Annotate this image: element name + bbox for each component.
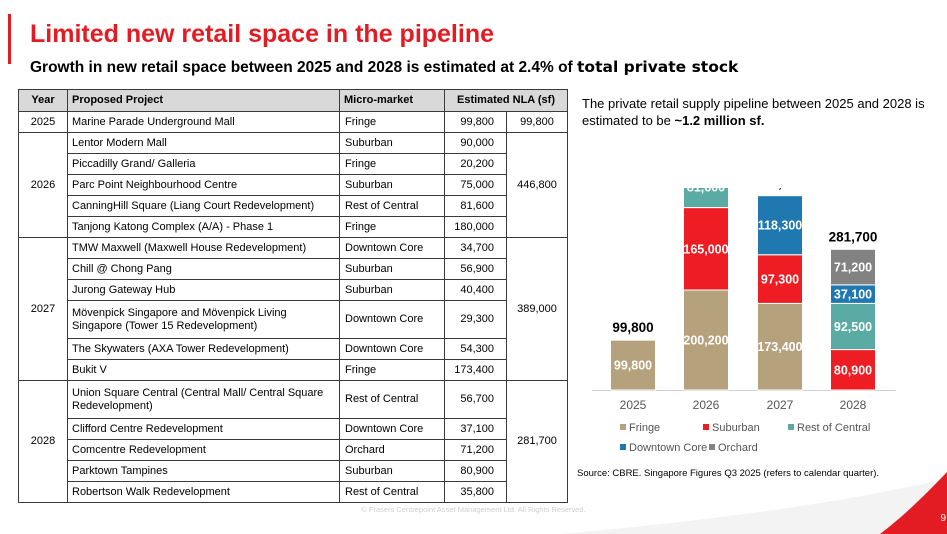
micro-market-cell: Downtown Core [339, 338, 445, 360]
pipeline-table: Year Proposed Project Micro-market Estim… [18, 89, 568, 503]
bar-value-label: 200,200 [683, 334, 728, 348]
year-total-cell: 281,700 [506, 380, 568, 503]
bar-segment [757, 302, 803, 391]
project-cell: Lentor Modern Mall [67, 132, 340, 154]
bar-value-label: 37,100 [834, 288, 872, 302]
nla-cell: 56,900 [444, 258, 507, 280]
year-cell: 2028 [18, 380, 68, 503]
project-cell: Robertson Walk Redevelopment [67, 481, 340, 503]
bar-total-label: 99,800 [612, 320, 653, 335]
bar-segment [830, 302, 876, 351]
bar-segment [683, 188, 729, 209]
nla-cell: 35,800 [444, 481, 507, 503]
legend-label: Fringe [629, 422, 660, 434]
page-number: 9 [940, 513, 946, 524]
project-cell: Chill @ Chong Pang [67, 258, 340, 280]
x-tick-label: 2028 [840, 398, 867, 412]
supply-chart: 99,80099,8002025200,200165,00081,600446,… [592, 188, 896, 454]
nla-cell: 80,900 [444, 460, 507, 482]
project-cell: Clifford Centre Redevelopment [67, 418, 340, 440]
legend-label: Rest of Central [797, 422, 870, 434]
legend-label: Downtown Core [629, 442, 707, 454]
project-cell: Comcentre Redevelopment [67, 439, 340, 461]
table-row: Piccadilly Grand/ Galleria Fringe 20,200 [19, 153, 568, 175]
project-cell: Tanjong Katong Complex (A/A) - Phase 1 [67, 216, 340, 238]
header-nla: Estimated NLA (sf) [444, 89, 568, 112]
bar-value-label: 71,200 [834, 261, 872, 275]
x-tick-label: 2026 [693, 398, 720, 412]
table-group-2026: 2026 Lentor Modern Mall Suburban 90,000 446,… [18, 132, 568, 238]
source-note: Source: CBRE. Singapore Figures Q3 2025 … [577, 468, 880, 479]
bar-total-label: 389,000 [756, 188, 805, 191]
nla-cell: 180,000 [444, 216, 507, 238]
bar-segment [683, 207, 729, 291]
micro-market-cell: Rest of Central [339, 195, 445, 217]
legend-swatch [788, 424, 794, 430]
bar-value-label: 165,000 [683, 242, 728, 256]
table-header-row: Year Proposed Project Micro-market Estim… [18, 89, 568, 112]
bar-value-label: 99,800 [614, 359, 652, 373]
table-row: Mövenpick Singapore and Mövenpick Living… [19, 300, 568, 339]
micro-market-cell: Rest of Central [339, 481, 445, 503]
year-cell: 2026 [18, 132, 68, 238]
x-tick-label: 2027 [767, 398, 794, 412]
year-total-cell: 99,800 [506, 111, 568, 133]
table-row: Robertson Walk Redevelopment Rest of Cent… [19, 481, 568, 503]
bar-value-label: 81,600 [687, 188, 725, 195]
bar-segment [830, 248, 876, 286]
legend-label: Orchard [718, 442, 758, 454]
project-cell: Marine Parade Underground Mall [67, 111, 340, 133]
pipeline-description: The private retail supply pipeline betwe… [582, 95, 942, 129]
nla-cell: 54,300 [444, 338, 507, 360]
legend-swatch [703, 424, 709, 430]
x-tick-label: 2025 [620, 398, 647, 412]
project-cell: Mövenpick Singapore and Mövenpick Living… [67, 300, 340, 339]
micro-market-cell: Downtown Core [339, 418, 445, 440]
micro-market-cell: Fringe [339, 216, 445, 238]
slide-subtitle: Growth in new retail space between 2025 … [30, 58, 738, 77]
bar-segment [757, 195, 803, 256]
table-group-2027: 2027 TMW Maxwell (Maxwell House Redevelop… [18, 237, 568, 381]
description-text: The private retail supply pipeline betwe… [582, 96, 925, 128]
slide-title: Limited new retail space in the pipeline [30, 20, 495, 48]
table-row: The Skywaters (AXA Tower Redevelopment) D… [19, 338, 568, 360]
project-cell: TMW Maxwell (Maxwell House Redevelopment… [67, 237, 340, 259]
project-cell: CanningHill Square (Liang Court Redevelo… [67, 195, 340, 217]
bar-value-label: 97,300 [761, 273, 799, 287]
legend-swatch [620, 444, 626, 450]
legend-label: Suburban [712, 422, 760, 434]
micro-market-cell: Suburban [339, 279, 445, 301]
nla-cell: 75,000 [444, 174, 507, 196]
nla-cell: 56,700 [444, 380, 507, 419]
table-group-2028: 2028 Union Square Central (Central Mall/ … [18, 380, 568, 503]
description-emphasis: ~1.2 million sf. [674, 113, 765, 128]
header-year: Year [18, 89, 68, 112]
project-cell: The Skywaters (AXA Tower Redevelopment) [67, 338, 340, 360]
nla-cell: 20,200 [444, 153, 507, 175]
title-accent-bar [8, 14, 11, 64]
bar-value-label: 118,300 [758, 219, 803, 233]
table-row: 2026 Lentor Modern Mall Suburban 90,000 446,… [18, 132, 568, 238]
subtitle-emphasis: total private stock [577, 58, 739, 76]
nla-cell: 29,300 [444, 300, 507, 339]
copyright-footer: © Frasers Centrepoint Asset Management L… [361, 505, 586, 514]
header-project: Proposed Project [67, 89, 340, 112]
year-total-cell: 446,800 [506, 132, 568, 238]
micro-market-cell: Suburban [339, 174, 445, 196]
year-total-cell: 389,000 [506, 237, 568, 381]
bar-segment [757, 254, 803, 304]
legend-swatch [620, 424, 626, 430]
table-row: Chill @ Chong Pang Suburban 56,900 [19, 258, 568, 280]
bar-segment [610, 339, 656, 391]
bar-value-label: 92,500 [834, 320, 872, 334]
bar-total-label: 281,700 [829, 229, 878, 244]
subtitle-main: Growth in new retail space between 2025 … [30, 59, 578, 76]
table-row: Tanjong Katong Complex (A/A) - Phase 1 Fr… [19, 216, 568, 238]
table-row: Comcentre Redevelopment Orchard 71,200 [19, 439, 568, 461]
bar-value-label: 80,900 [834, 363, 872, 377]
bar-value-label: 173,400 [757, 340, 802, 354]
legend-swatch [709, 444, 715, 450]
